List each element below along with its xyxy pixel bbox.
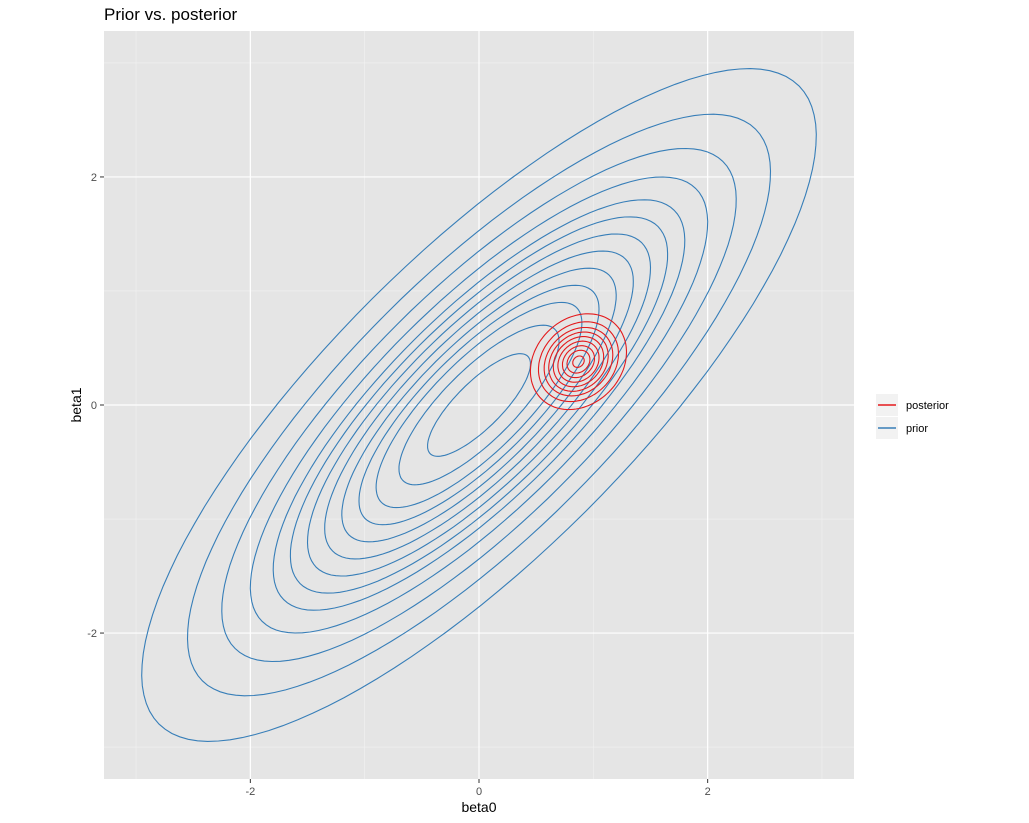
contour-posterior — [543, 326, 614, 397]
contour-posterior — [552, 336, 605, 388]
legend: posterior prior — [876, 394, 949, 439]
x-tick-label: 2 — [705, 786, 711, 798]
contour-posterior — [566, 349, 591, 374]
legend-label-prior: prior — [906, 423, 928, 435]
axis-ticks — [100, 176, 709, 783]
legend-label-posterior: posterior — [906, 400, 949, 412]
contour-prior — [186, 113, 772, 697]
contour-posterior — [548, 331, 609, 392]
x-axis-title: beta0 — [461, 799, 496, 815]
y-axis-title: beta1 — [68, 387, 84, 422]
contour-prior — [375, 301, 583, 509]
y-tick-label: 0 — [91, 400, 97, 412]
contour-prior — [427, 353, 531, 457]
y-tick-label: 2 — [91, 172, 97, 184]
x-tick-label: -2 — [245, 786, 255, 798]
contour-posterior — [529, 313, 628, 411]
contour-posterior — [561, 345, 596, 379]
chart-title: Prior vs. posterior — [104, 5, 238, 24]
contour-posterior — [537, 321, 620, 403]
contour-prior — [306, 233, 652, 577]
contour-posterior — [572, 355, 585, 368]
contour-prior — [272, 199, 686, 611]
contour-prior — [398, 324, 560, 486]
contour-prior — [221, 147, 737, 663]
contour-prior — [289, 216, 669, 594]
grid-major — [104, 31, 854, 779]
contour-layer — [141, 68, 817, 742]
contour-prior — [341, 267, 617, 543]
contour-posterior — [557, 340, 600, 383]
y-tick-label: -2 — [87, 628, 97, 640]
x-tick-label: 0 — [476, 786, 482, 798]
contour-prior — [324, 250, 634, 560]
contour-prior — [141, 68, 817, 742]
contour-prior — [249, 176, 709, 634]
